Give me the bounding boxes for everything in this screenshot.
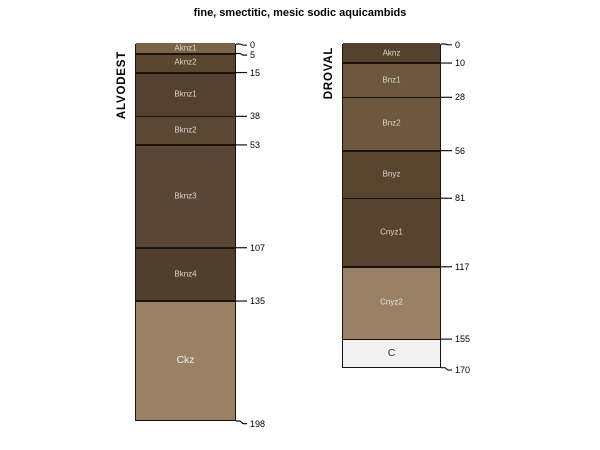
horizon-label: Cnyz1 <box>380 227 403 237</box>
depth-tick-line <box>236 52 247 56</box>
horizon-block: Bknz3 <box>136 144 235 248</box>
horizon-block: Bnyz <box>343 150 440 198</box>
horizon-boundary <box>136 115 235 118</box>
horizon-label: Cnyz2 <box>380 297 403 307</box>
depth-tick-label: 81 <box>455 193 466 204</box>
horizon-block: Bknz2 <box>136 115 235 145</box>
depth-tick-label: 5 <box>250 50 256 61</box>
depth-tick-line <box>441 43 452 46</box>
profile-column-alvodest: Aknz1 Aknz2 Bknz1 Bknz2 Bknz3 Bknz4 Ckz <box>135 43 236 421</box>
depth-tick-label: 135 <box>250 296 266 307</box>
horizon-boundary <box>136 52 235 55</box>
depth-tick-label: 117 <box>455 261 470 272</box>
horizon-block: C <box>343 338 440 368</box>
horizon-block: Aknz1 <box>136 43 235 53</box>
horizon-boundary <box>343 150 440 152</box>
profile-name-alvodest: ALVODEST <box>116 50 128 120</box>
horizon-label: Bknz3 <box>174 191 197 201</box>
horizon-label: Aknz1 <box>174 43 197 53</box>
horizon-boundary <box>136 300 235 303</box>
horizon-block: Bnz1 <box>343 62 440 97</box>
horizon-boundary <box>136 71 235 74</box>
chart-title: fine, smectitic, mesic sodic aquicambids <box>193 7 407 19</box>
profile-column-droval: Aknz Bnz1 Bnz2 Bnyz Cnyz1 Cnyz2 C <box>342 43 441 368</box>
horizon-block: Cnyz2 <box>343 266 440 339</box>
horizon-label: Bnyz <box>382 169 401 179</box>
depth-tick-label: 38 <box>250 111 261 122</box>
horizon-label: Bknz2 <box>174 125 197 135</box>
horizon-label: Bnz2 <box>382 118 401 128</box>
depth-tick-line <box>441 367 452 371</box>
horizon-label: Bknz1 <box>174 89 197 99</box>
horizon-boundary <box>136 247 235 249</box>
depth-tick-label: 198 <box>250 418 266 429</box>
horizon-block: Ckz <box>136 300 235 421</box>
depth-tick-label: 155 <box>455 334 471 345</box>
horizon-block: Bknz1 <box>136 71 235 116</box>
depth-tick-label: 28 <box>455 92 466 103</box>
horizon-block: Cnyz1 <box>343 197 440 267</box>
depth-tick-line <box>236 43 247 46</box>
horizon-block: Bnz2 <box>343 96 440 150</box>
depth-ticks <box>236 43 247 425</box>
horizon-boundary <box>343 96 440 99</box>
depth-tick-label: 0 <box>250 40 256 51</box>
horizon-boundary <box>136 144 235 146</box>
depth-tick-label: 170 <box>455 365 471 376</box>
depth-tick-line <box>236 420 247 425</box>
horizon-label: Aknz <box>382 48 401 58</box>
horizon-block: Aknz2 <box>136 52 235 72</box>
depth-tick-label: 53 <box>250 139 261 150</box>
depth-ticks <box>441 43 452 371</box>
horizon-boundary <box>343 266 440 268</box>
depth-tick-label: 56 <box>455 145 466 156</box>
depth-tick-label: 107 <box>250 242 266 253</box>
horizon-label: Aknz2 <box>174 57 197 67</box>
profile-name-droval: DROVAL <box>323 46 335 100</box>
horizon-boundary <box>343 62 440 65</box>
horizon-label: C <box>387 346 396 359</box>
horizon-label: Ckz <box>176 354 195 367</box>
horizon-boundary <box>343 338 440 341</box>
depth-tick-label: 10 <box>455 58 466 69</box>
depth-tick-label: 15 <box>250 67 261 78</box>
horizon-boundary <box>343 197 440 200</box>
horizon-label: Bknz4 <box>174 269 197 279</box>
horizon-block: Bknz4 <box>136 247 235 301</box>
depth-tick-label: 0 <box>455 39 461 50</box>
horizon-block: Aknz <box>343 43 440 63</box>
horizon-label: Bnz1 <box>382 74 401 84</box>
